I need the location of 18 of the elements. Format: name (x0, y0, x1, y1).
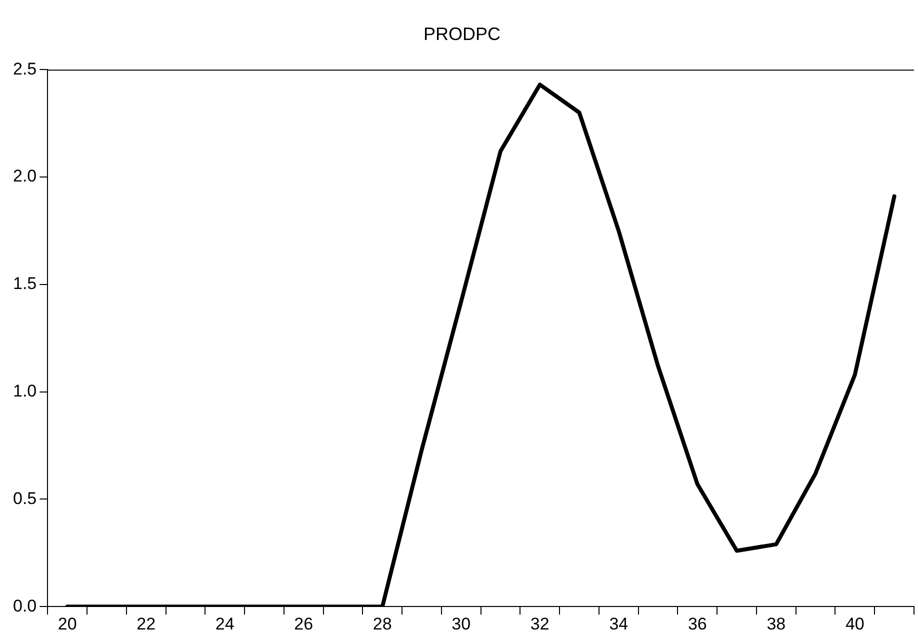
y-tick-label: 0.0 (12, 596, 37, 616)
x-tick-label: 32 (530, 614, 550, 634)
x-tick-label: 20 (58, 614, 77, 634)
x-tick-label: 30 (452, 614, 471, 634)
y-tick-label: 2.0 (12, 166, 37, 186)
x-tick-label: 34 (609, 614, 628, 634)
y-tick-label: 0.5 (12, 488, 37, 508)
x-tick-label: 40 (845, 614, 864, 634)
x-tick-label: 36 (688, 614, 707, 634)
x-tick-label: 28 (372, 614, 392, 634)
y-tick-label: 1.5 (12, 274, 37, 294)
x-tick-label: 24 (215, 614, 234, 634)
y-tick-label: 1.0 (12, 381, 37, 400)
x-tick-label: 38 (766, 614, 786, 634)
chart-title: PRODPC (423, 24, 501, 44)
y-tick-label: 2.5 (12, 59, 37, 78)
x-tick-label: 26 (294, 614, 314, 634)
x-tick-label: 22 (136, 614, 156, 634)
